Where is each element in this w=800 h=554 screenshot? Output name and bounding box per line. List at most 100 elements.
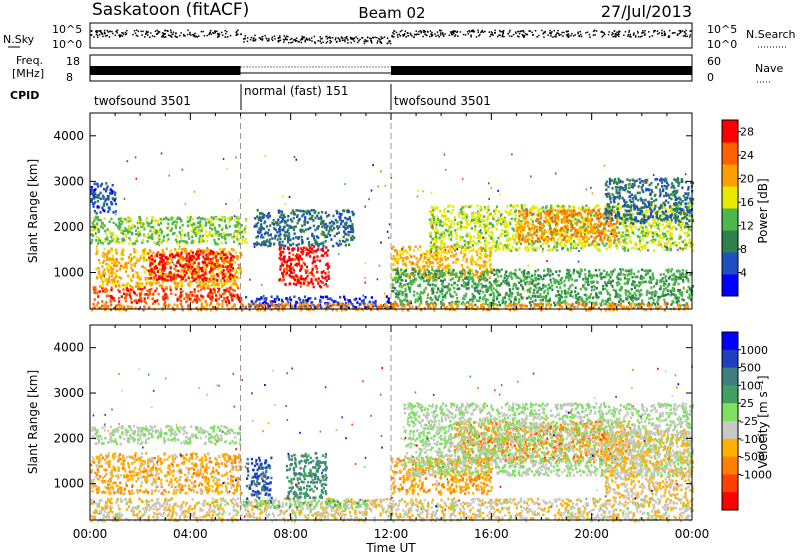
- power-cell: [664, 207, 667, 210]
- power-cell: [465, 258, 468, 261]
- power-cell: [313, 265, 316, 268]
- noise-point: [517, 30, 519, 33]
- power-cell: [418, 258, 421, 261]
- noise-point: [515, 32, 517, 35]
- power-cell: [440, 214, 443, 217]
- power-cell: [299, 269, 302, 272]
- power-cell: [221, 257, 224, 261]
- power-cell: [485, 260, 488, 264]
- power-cell: [414, 245, 417, 248]
- power-cell: [627, 233, 630, 237]
- power-cell: [209, 302, 212, 305]
- noise-point: [106, 34, 108, 37]
- noise-point: [557, 29, 559, 32]
- power-cell: [272, 242, 275, 246]
- power-cell: [347, 298, 350, 302]
- power-cell: [293, 225, 296, 229]
- power-cell: [536, 219, 540, 222]
- power-cell: [556, 248, 559, 252]
- power-cell: [467, 233, 470, 237]
- power-cell: [317, 243, 320, 246]
- power-cell: [226, 254, 229, 257]
- power-cell: [234, 229, 237, 233]
- power-cell: [148, 222, 151, 226]
- noise-point: [637, 32, 639, 34]
- power-cell: [237, 276, 240, 280]
- power-cell: [322, 241, 325, 245]
- power-cell: [173, 267, 176, 270]
- power-cell: [186, 274, 190, 277]
- power-cell: [641, 238, 644, 241]
- power-cell: [497, 236, 500, 240]
- noise-point: [235, 34, 237, 36]
- power-cell: [107, 272, 111, 275]
- power-cell: [196, 249, 199, 252]
- power-cell: [454, 229, 457, 232]
- power-cell: [191, 294, 194, 297]
- power-cell: [420, 254, 423, 257]
- power-cell: [218, 264, 221, 267]
- power-cell: [447, 219, 450, 223]
- power-cell: [129, 259, 133, 263]
- power-cell: [180, 275, 183, 279]
- noise-point: [351, 37, 353, 39]
- power-cell: [274, 234, 277, 238]
- power-cell: [402, 262, 405, 266]
- power-cell: [466, 246, 469, 249]
- power-cell: [269, 224, 272, 227]
- power-cell: [607, 241, 610, 244]
- power-cell: [575, 246, 578, 250]
- noise-point: [210, 29, 212, 32]
- power-cell: [210, 291, 214, 294]
- noise-point: [633, 32, 635, 34]
- power-cell: [210, 228, 214, 231]
- power-cell: [311, 214, 314, 218]
- power-cell: [189, 270, 192, 274]
- power-cell: [298, 281, 301, 285]
- power-cell: [118, 284, 121, 288]
- power-cell: [176, 261, 179, 264]
- power-cell: [217, 289, 220, 293]
- noise-point: [507, 33, 509, 35]
- power-cell: [300, 257, 303, 261]
- power-cell: [590, 242, 593, 245]
- power-cell: [311, 247, 314, 250]
- power-cell: [477, 211, 480, 215]
- power-cell: [229, 263, 232, 266]
- power-cell: [198, 253, 201, 256]
- power-cell: [667, 219, 670, 223]
- power-cell: [347, 209, 350, 212]
- power-cell: [109, 300, 112, 304]
- power-cell: [120, 253, 123, 256]
- power-cell: [320, 220, 323, 223]
- power-cell: [499, 234, 502, 238]
- power-cell: [320, 271, 323, 274]
- power-cell: [638, 239, 641, 242]
- power-cell: [153, 259, 156, 263]
- power-cell: [598, 207, 601, 211]
- power-cell: [687, 241, 691, 244]
- power-cell: [134, 271, 137, 274]
- power-cell: [121, 247, 124, 251]
- power-cell: [681, 221, 685, 224]
- power-cell: [96, 291, 99, 294]
- power-cell: [189, 249, 193, 253]
- power-cell: [577, 242, 580, 245]
- power-cell: [287, 215, 290, 218]
- power-cell: [128, 291, 131, 295]
- noise-point: [454, 30, 456, 33]
- power-cell: [164, 296, 167, 300]
- power-cell: [396, 251, 399, 254]
- power-cell: [126, 228, 129, 232]
- power-cell: [482, 215, 485, 218]
- power-cell: [634, 226, 637, 230]
- noise-point: [466, 31, 469, 33]
- power-cell: [164, 216, 168, 220]
- noise-point: [676, 33, 679, 35]
- power-cell: [639, 226, 642, 229]
- power-cell: [312, 245, 315, 248]
- power-cell: [330, 220, 333, 223]
- power-cell: [478, 224, 481, 227]
- power-cell: [316, 241, 319, 244]
- power-cell: [229, 258, 232, 262]
